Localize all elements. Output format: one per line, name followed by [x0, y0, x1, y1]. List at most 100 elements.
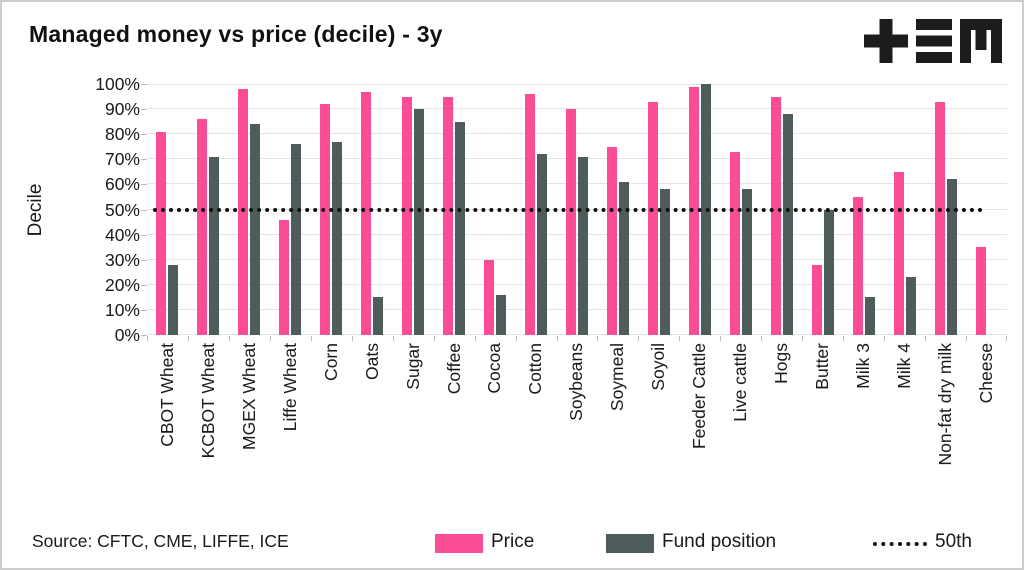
bar-group — [147, 84, 188, 335]
y-axis-tick-marks — [141, 84, 147, 336]
plot-area — [147, 84, 1007, 335]
y-tick-label: 80% — [104, 124, 140, 145]
x-tick-label: Cheese — [975, 343, 996, 404]
x-tick-mark — [679, 336, 681, 341]
fund-position-bar — [414, 109, 425, 335]
y-tick-label: 20% — [104, 274, 140, 295]
x-tick-mark — [433, 336, 435, 341]
y-tick-mark — [141, 134, 147, 136]
x-label-slot: MGEX Wheat — [229, 343, 270, 529]
price-bar — [934, 101, 945, 335]
bar-group — [557, 84, 598, 335]
x-tick-mark — [556, 336, 558, 341]
gridline-30 — [147, 258, 1007, 260]
x-label-slot: Milk 3 — [843, 343, 884, 529]
x-label-slot: Coffee — [434, 343, 475, 529]
x-tick-mark — [515, 336, 517, 341]
chart-title: Managed money vs price (decile) - 3y — [29, 21, 443, 47]
legend-label-price: Price — [491, 531, 535, 552]
x-tick-mark — [802, 336, 804, 341]
y-tick-mark — [141, 309, 147, 311]
price-bar — [156, 131, 167, 335]
fund-position-bar — [823, 209, 834, 335]
fund-position-bar — [741, 189, 752, 335]
x-tick-mark — [228, 336, 230, 341]
y-tick-label: 50% — [104, 199, 140, 220]
price-bar — [320, 104, 331, 335]
x-label-slot: Non-fat dry milk — [925, 343, 966, 529]
x-tick-mark — [1006, 336, 1007, 341]
bar-group — [884, 84, 925, 335]
x-tick-label: CBOT Wheat — [156, 343, 177, 447]
x-label-slot: Butter — [802, 343, 843, 529]
x-tick-mark — [843, 336, 845, 341]
x-tick-mark — [310, 336, 312, 341]
x-tick-label: Non-fat dry milk — [934, 343, 955, 466]
x-tick-label: Soybeans — [566, 343, 587, 421]
price-bar — [525, 94, 536, 335]
y-tick-label: 100% — [95, 74, 140, 94]
fund-position-bar — [659, 189, 670, 335]
legend-label-fund-position: Fund position — [662, 531, 777, 552]
x-tick-label: Cocoa — [484, 343, 505, 394]
x-tick-label: Live cattle — [730, 343, 751, 422]
y-tick-mark — [141, 335, 147, 336]
bar-group — [516, 84, 557, 335]
fund-position-bar — [905, 277, 916, 335]
price-bar — [197, 119, 208, 335]
x-tick-label: Feeder Cattle — [689, 343, 710, 450]
legend-swatch-50th-dotted-line — [873, 542, 927, 546]
source-text: Source: CFTC, CME, LIFFE, ICE — [32, 531, 289, 551]
y-tick-mark — [141, 284, 147, 286]
x-tick-mark — [638, 336, 640, 341]
y-tick-mark — [141, 234, 147, 236]
x-tick-mark — [392, 336, 394, 341]
x-tick-label: Soymeal — [607, 343, 628, 412]
fund-position-bar — [373, 297, 384, 335]
bar-group — [188, 84, 229, 335]
x-tick-label: Milk 3 — [853, 343, 874, 389]
y-tick-label: 70% — [104, 149, 140, 170]
x-tick-mark — [720, 336, 722, 341]
x-tick-mark — [597, 336, 599, 341]
y-tick-label: 90% — [104, 99, 140, 120]
price-bar — [770, 96, 781, 335]
bar-group — [270, 84, 311, 335]
fund-position-bar — [946, 179, 957, 335]
bar-group — [597, 84, 638, 335]
x-tick-label: Soyoil — [648, 343, 669, 391]
bar-group — [638, 84, 679, 335]
gridline-100 — [147, 84, 1007, 85]
price-bar — [238, 89, 249, 335]
y-tick-label: 10% — [104, 299, 140, 320]
price-bar — [811, 264, 822, 335]
bar-group — [966, 84, 1007, 335]
bar-group — [229, 84, 270, 335]
bar-group — [843, 84, 884, 335]
bar-group — [352, 84, 393, 335]
x-axis-tick-marks — [147, 336, 1007, 341]
bar-group — [720, 84, 761, 335]
x-label-slot: KCBOT Wheat — [188, 343, 229, 529]
y-tick-mark — [141, 84, 147, 85]
price-bar — [484, 259, 495, 335]
bar-group — [475, 84, 516, 335]
price-bar — [647, 101, 658, 335]
y-tick-mark — [141, 209, 147, 211]
gridline-70 — [147, 158, 1007, 160]
price-bar — [566, 109, 576, 335]
legend-swatch-price — [435, 534, 483, 553]
fund-position-bar — [782, 114, 793, 335]
fund-position-bar — [455, 121, 466, 335]
gridline-20 — [147, 283, 1007, 285]
x-label-slot: Soybeans — [557, 343, 598, 529]
50th-percentile-line — [153, 207, 983, 212]
gridline-40 — [147, 233, 1007, 235]
tem-logo — [864, 19, 1002, 63]
y-tick-label: 40% — [104, 224, 140, 245]
x-tick-label: Corn — [320, 343, 341, 381]
x-label-slot: Sugar — [393, 343, 434, 529]
x-tick-label: MGEX Wheat — [238, 343, 259, 450]
fund-position-bar — [250, 124, 261, 335]
x-label-slot: Liffe Wheat — [270, 343, 311, 529]
